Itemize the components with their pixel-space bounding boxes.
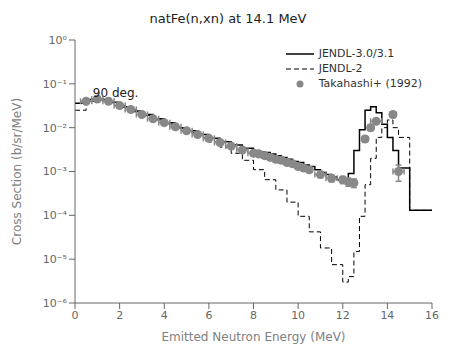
- html-text:Takahashi+ (1992): Takahashi+ (1992): [318, 77, 422, 90]
- svg-text:12: 12: [336, 309, 350, 322]
- svg-text:8: 8: [250, 309, 257, 322]
- svg-text:Cross Section (b/sr/MeV): Cross Section (b/sr/MeV): [10, 98, 24, 245]
- html-text:JENDL-3.0/3.1: JENDL-3.0/3.1: [318, 47, 395, 60]
- svg-text:10⁻⁶: 10⁻⁶: [43, 297, 68, 310]
- svg-text:10⁻⁵: 10⁻⁵: [43, 253, 67, 266]
- svg-text:10⁻²: 10⁻²: [43, 122, 67, 135]
- html-text:natFe(n,xn) at 14.1 MeV: natFe(n,xn) at 14.1 MeV: [149, 11, 307, 26]
- svg-text:90 deg.: 90 deg.: [93, 86, 139, 100]
- svg-text:10⁻¹: 10⁻¹: [43, 78, 67, 91]
- svg-text:2: 2: [116, 309, 123, 322]
- html-text:JENDL-2: JENDL-2: [318, 62, 363, 75]
- svg-text:Emitted Neutron Energy (MeV): Emitted Neutron Energy (MeV): [161, 330, 345, 344]
- svg-text:4: 4: [161, 309, 168, 322]
- svg-text:10⁻⁴: 10⁻⁴: [43, 209, 68, 222]
- svg-text:16: 16: [425, 309, 439, 322]
- svg-text:10: 10: [291, 309, 305, 322]
- svg-text:6: 6: [205, 309, 212, 322]
- svg-text:0: 0: [72, 309, 79, 322]
- svg-text:14: 14: [380, 309, 394, 322]
- svg-text:10⁰: 10⁰: [49, 34, 68, 47]
- svg-text:10⁻³: 10⁻³: [43, 165, 67, 178]
